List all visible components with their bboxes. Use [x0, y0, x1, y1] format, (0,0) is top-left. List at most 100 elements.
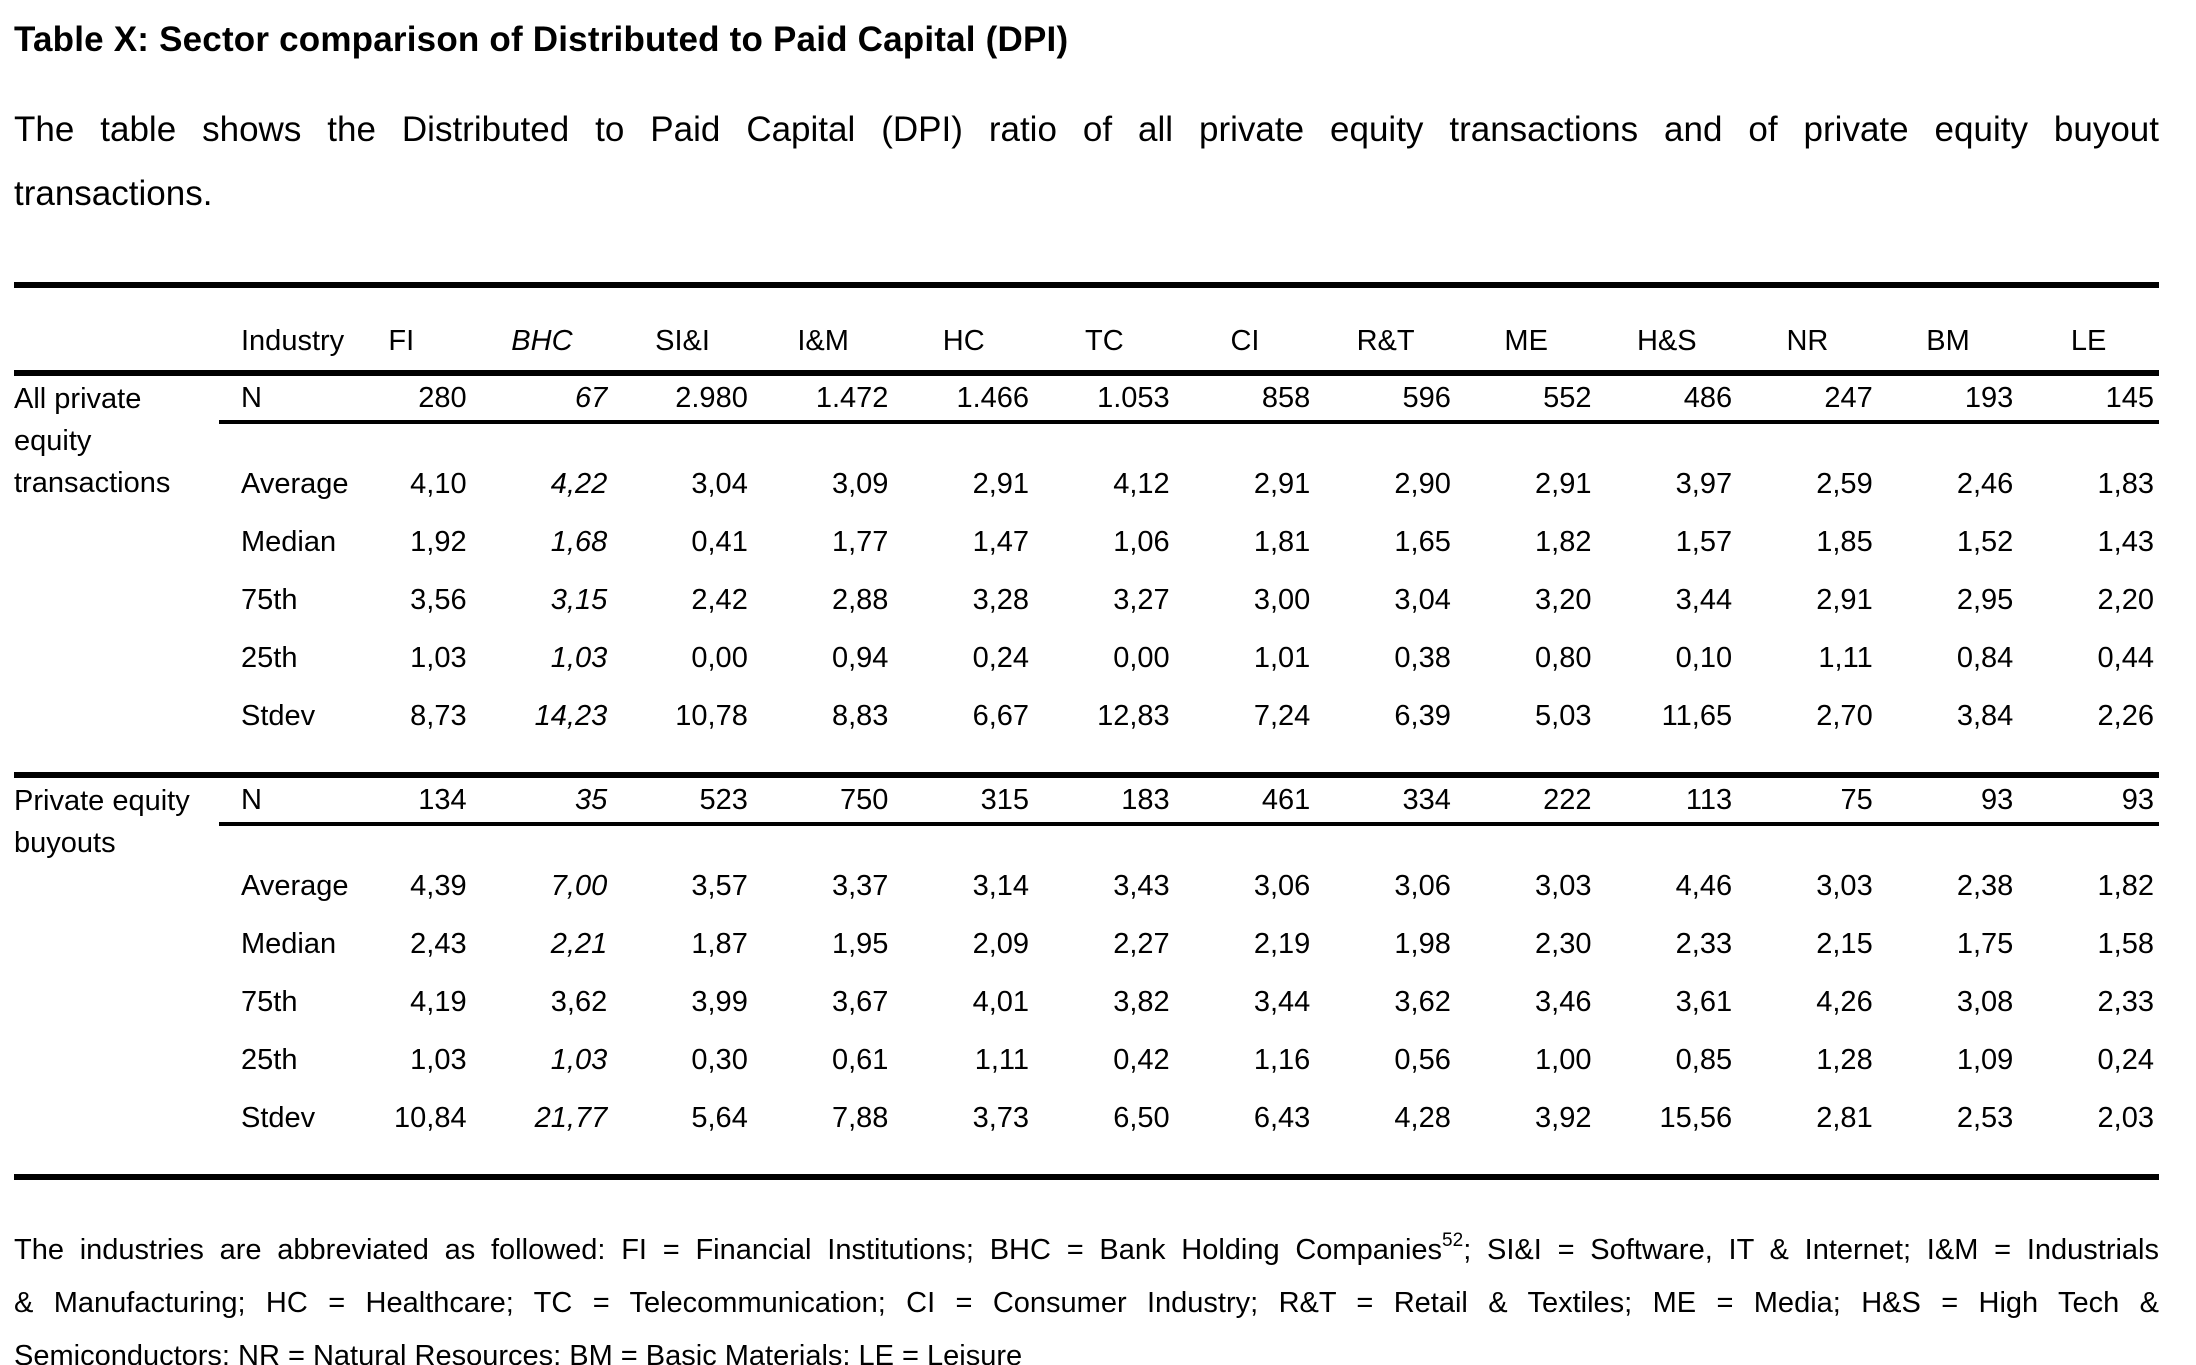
footnote-text: ; SI&I = Software, IT & Internet; I&M = … — [1463, 1234, 2159, 1266]
value-cell: 1,16 — [1253, 1043, 1311, 1076]
section-all-private-equity-transactions: All private equity transactions N 280 67 2.9… — [14, 373, 2159, 775]
value-cell: 0,42 — [1113, 1043, 1170, 1076]
header-col-hc: HC — [893, 282, 1035, 376]
value-cell: 1,92 — [410, 525, 467, 558]
value-cell: 1,57 — [1675, 525, 1733, 558]
header-col-rt: R&T — [1315, 282, 1456, 376]
value-cell: 3,00 — [1253, 583, 1311, 616]
value-cell: 0,24 — [2097, 1043, 2154, 1076]
stat-label: 25th — [241, 641, 298, 674]
value-cell: 596 — [1315, 373, 1456, 424]
value-cell: 3,56 — [410, 583, 467, 616]
value-cell: 1,77 — [831, 525, 889, 558]
value-cell: 2,81 — [1816, 1101, 1873, 1134]
value-cell: 0,00 — [1113, 641, 1170, 674]
stat-label: Median — [241, 525, 337, 558]
value-cell: 334 — [1315, 772, 1456, 826]
value-cell: 2,19 — [1253, 927, 1311, 960]
value-cell: 3,06 — [1253, 869, 1311, 902]
value-cell: 1,03 — [550, 1043, 608, 1076]
value-cell: 5,64 — [691, 1101, 748, 1134]
value-cell: 523 — [612, 772, 753, 826]
header-col-bhc: BHC — [471, 282, 613, 376]
value-cell: 3,57 — [691, 869, 748, 902]
footnote-line-3: Semiconductors; NR = Natural Resources; … — [14, 1340, 1023, 1365]
header-industry: Industry — [219, 282, 344, 376]
table-title: Table X: Sector comparison of Distribute… — [14, 20, 1069, 59]
value-cell: 1,82 — [2097, 869, 2154, 902]
value-cell: 3,67 — [831, 985, 889, 1018]
value-cell: 2,09 — [972, 927, 1030, 960]
description-line-2: transactions. — [14, 174, 213, 213]
value-cell: 3,62 — [1394, 985, 1451, 1018]
value-cell: 4,46 — [1675, 869, 1733, 902]
value-cell: 4,10 — [410, 467, 467, 500]
value-cell: 2,91 — [972, 467, 1030, 500]
value-cell: 3,99 — [691, 985, 748, 1018]
value-cell: 3,44 — [1675, 583, 1733, 616]
description-line-1: The table shows the Distributed to Paid … — [14, 110, 2159, 149]
value-cell: 3,20 — [1535, 583, 1592, 616]
stat-label: Stdev — [241, 1101, 316, 1134]
value-cell: 1,03 — [550, 641, 608, 674]
table-row: All private equity transactions N 280 67 2.9… — [14, 373, 2159, 499]
table-row: Average 4,10 4,22 3,04 3,09 2,91 4,12 2,91 2,90 2… — [14, 422, 2159, 513]
value-cell: 15,56 — [1659, 1101, 1733, 1134]
value-cell: 3,46 — [1535, 985, 1592, 1018]
value-cell: 21,77 — [534, 1101, 608, 1134]
value-cell: 222 — [1455, 772, 1597, 826]
value-cell: 1,11 — [974, 1043, 1030, 1076]
value-cell: 5,03 — [1535, 699, 1592, 732]
value-cell: 2,20 — [2097, 583, 2154, 616]
value-cell: 2,70 — [1816, 699, 1873, 732]
value-cell: 183 — [1034, 772, 1175, 826]
value-cell: 3,37 — [831, 869, 889, 902]
value-cell: 1,00 — [1535, 1043, 1592, 1076]
value-cell: 0,56 — [1394, 1043, 1451, 1076]
table-row: Stdev 10,84 21,77 5,64 7,88 3,73 6,50 6,43 4,28 3… — [14, 1089, 2159, 1177]
value-cell: 4,12 — [1113, 467, 1170, 500]
value-cell: 2,27 — [1113, 927, 1170, 960]
value-cell: 3,15 — [550, 583, 608, 616]
value-cell: 8,83 — [831, 699, 889, 732]
value-cell: 2,91 — [1816, 583, 1873, 616]
footnote-reference-52: 52 — [1442, 1230, 1464, 1252]
footnote-text: The industries are abbreviated as follow… — [14, 1234, 1443, 1266]
value-cell: 1.472 — [752, 373, 894, 424]
value-cell: 6,50 — [1113, 1101, 1170, 1134]
value-cell: 1.053 — [1034, 373, 1175, 424]
value-cell: 1,01 — [1253, 641, 1311, 674]
table-row: Stdev 8,73 14,23 10,78 8,83 6,67 12,83 7,24 6,39… — [14, 687, 2159, 775]
value-cell: 3,82 — [1113, 985, 1170, 1018]
value-cell: 3,08 — [1956, 985, 2014, 1018]
value-cell: 2,33 — [1675, 927, 1733, 960]
value-cell: 6,39 — [1394, 699, 1451, 732]
value-cell: 3,04 — [1394, 583, 1451, 616]
header-col-me: ME — [1455, 282, 1597, 376]
stat-label: 25th — [241, 1043, 298, 1076]
value-cell: 1,43 — [2097, 525, 2154, 558]
value-cell: 11,65 — [1661, 699, 1733, 732]
header-empty-cell — [14, 282, 219, 376]
value-cell: 3,84 — [1956, 699, 2014, 732]
header-col-fi: FI — [331, 282, 472, 376]
value-cell: 247 — [1737, 373, 1878, 424]
stat-label: Average — [241, 869, 349, 902]
value-cell: 1,95 — [831, 927, 889, 960]
value-cell: 93 — [1877, 772, 2019, 826]
value-cell: 1,28 — [1816, 1043, 1873, 1076]
value-cell: 0,84 — [1956, 641, 2014, 674]
row-group-label: All private equity transactions — [14, 383, 171, 499]
value-cell: 1,52 — [1956, 525, 2014, 558]
header-col-nr: NR — [1737, 282, 1878, 376]
value-cell: 6,67 — [972, 699, 1030, 732]
value-cell: 3,14 — [972, 869, 1030, 902]
value-cell: 8,73 — [410, 699, 467, 732]
value-cell: 2,53 — [1956, 1101, 2014, 1134]
value-cell: 4,22 — [550, 467, 608, 500]
value-cell: 2,90 — [1394, 467, 1451, 500]
value-cell: 10,78 — [675, 699, 748, 732]
value-cell: 3,92 — [1535, 1101, 1592, 1134]
value-cell: 2.980 — [612, 373, 753, 424]
value-cell: 280 — [331, 373, 472, 424]
